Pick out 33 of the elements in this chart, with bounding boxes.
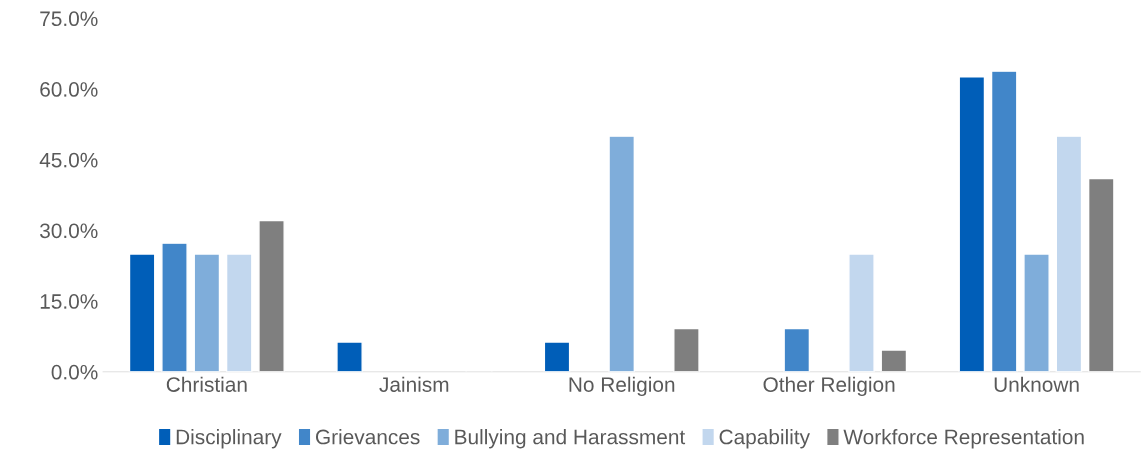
- y-tick-label: 75.0%: [40, 11, 98, 27]
- bar: [128, 253, 156, 372]
- legend-label: Grievances: [315, 429, 420, 445]
- legend-label: Capability: [719, 429, 810, 449]
- bar: [783, 327, 811, 372]
- bar: [543, 341, 571, 372]
- bar: [990, 70, 1018, 372]
- y-tick-label: 0.0%: [51, 364, 98, 380]
- y-tick-label: 15.0%: [40, 294, 98, 309]
- bar: [1023, 253, 1050, 372]
- legend-label: Disciplinary: [176, 429, 282, 449]
- bar: [958, 76, 986, 372]
- bar: [1087, 177, 1115, 372]
- bar: [880, 349, 908, 372]
- x-tick-label: Christian: [166, 376, 247, 392]
- bar: [161, 242, 188, 372]
- legend-label: Bullying and Harassment: [455, 429, 686, 449]
- x-tick-label: No Religion: [569, 376, 675, 397]
- bar: [848, 253, 875, 372]
- bar: [258, 219, 285, 372]
- y-tick-label: 60.0%: [40, 82, 98, 97]
- x-tick-label: Other Religion: [763, 376, 895, 397]
- y-tick-label: 45.0%: [39, 152, 98, 168]
- x-tick-label: Jainism: [379, 376, 449, 392]
- bar: [225, 253, 253, 372]
- bar: [193, 253, 221, 372]
- legend-label: Workforce Representation: [843, 429, 1084, 449]
- y-tick-label: 30.0%: [40, 223, 98, 239]
- bar: [608, 135, 636, 372]
- bar: [673, 327, 700, 372]
- x-tick-label: Unknown: [994, 376, 1079, 392]
- bar: [1055, 135, 1083, 372]
- bar: [336, 341, 363, 372]
